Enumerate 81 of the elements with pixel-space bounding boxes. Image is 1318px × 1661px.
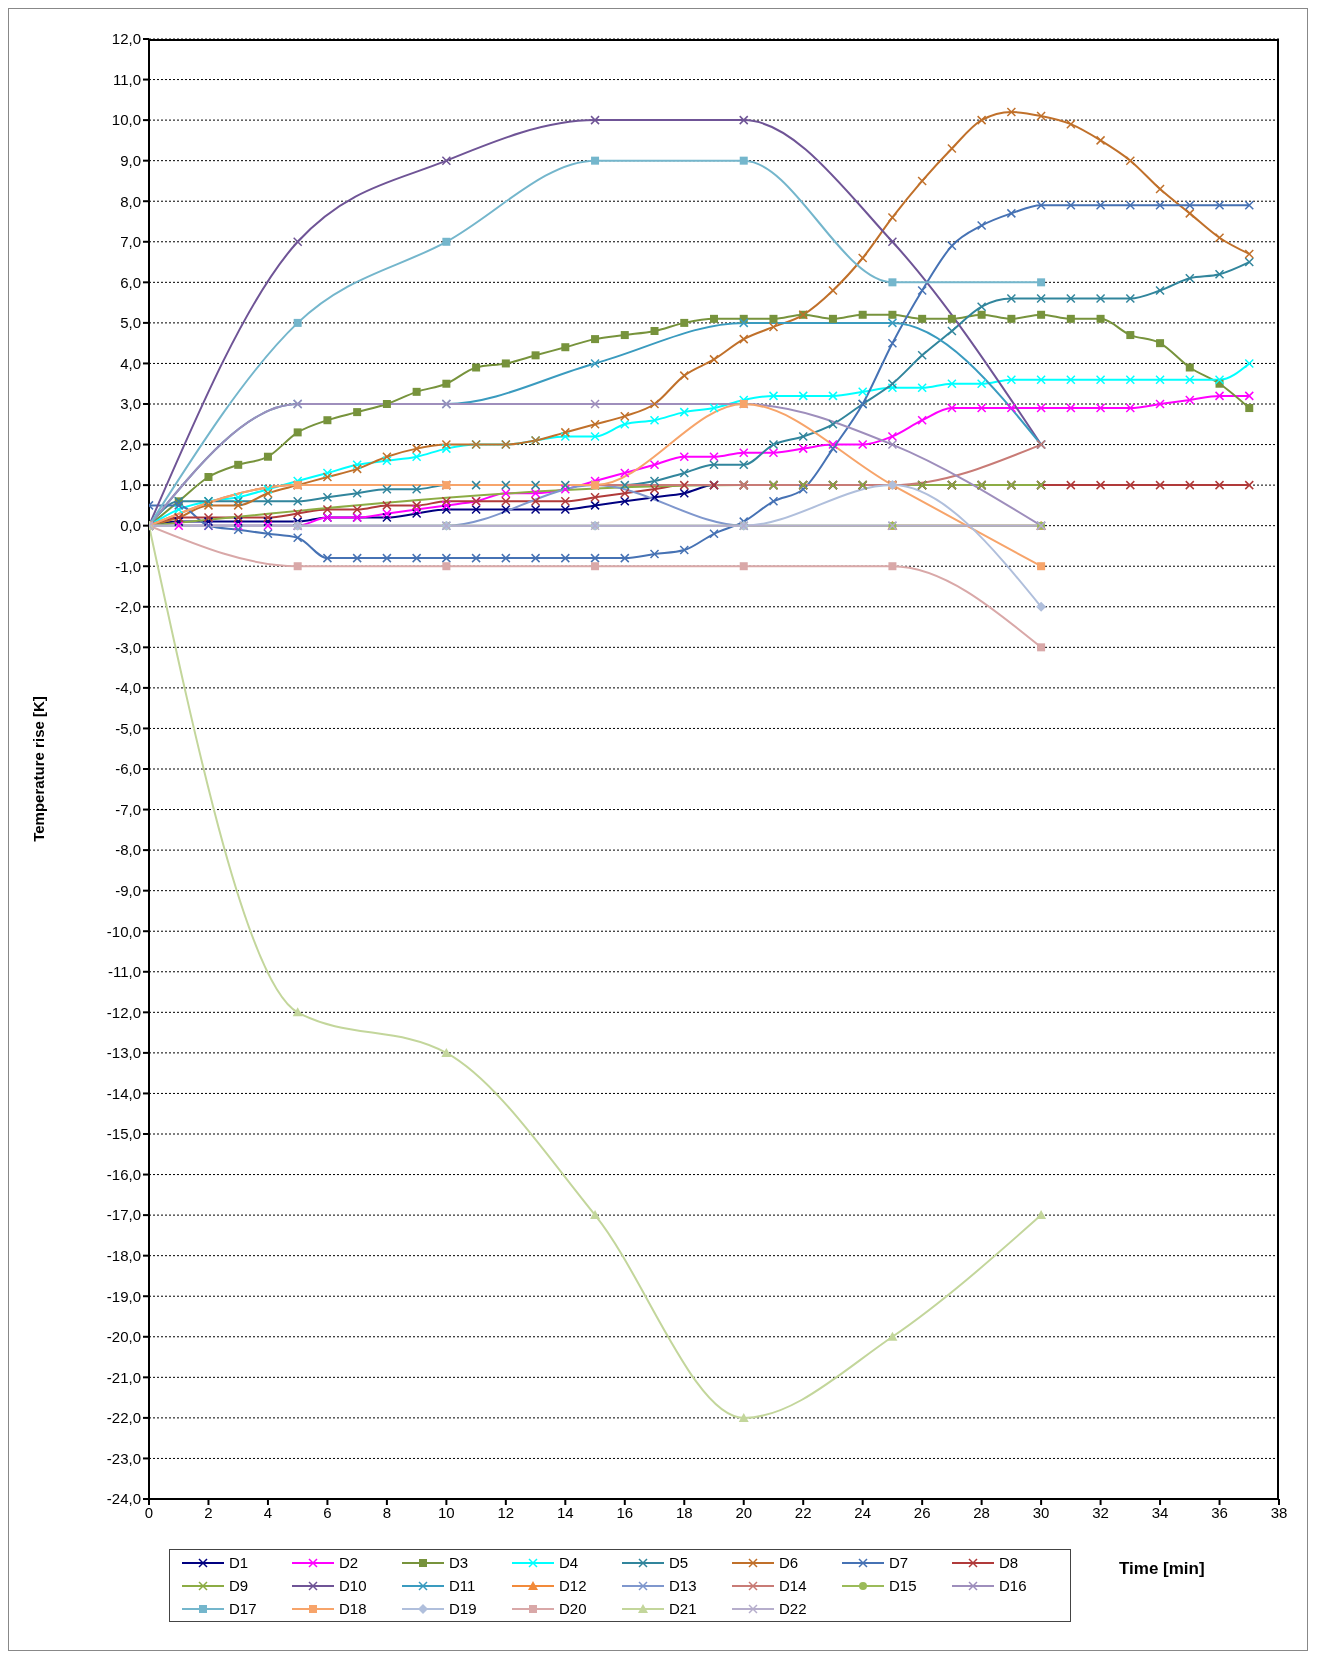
legend-label: D6 (779, 1554, 799, 1571)
y-tick-label: -11,0 (107, 963, 141, 981)
y-tick-label: 9,0 (120, 151, 141, 169)
legend-label: D4 (559, 1554, 579, 1571)
x-tick-label: 18 (675, 1503, 693, 1521)
y-tick-label: -1,0 (115, 557, 141, 575)
y-tick-label: -6,0 (115, 760, 141, 778)
x-tick-label: 34 (1151, 1503, 1169, 1521)
y-tick-label: -4,0 (115, 679, 141, 697)
legend-label: D13 (669, 1577, 697, 1594)
x-axis-title: Time [min] (1119, 1559, 1205, 1579)
x-tick-label: 26 (913, 1503, 931, 1521)
legend-label: D2 (339, 1554, 359, 1571)
x-tick-label: 28 (973, 1503, 990, 1521)
x-tick-label: 30 (1032, 1503, 1050, 1521)
legend-label: D21 (669, 1600, 697, 1617)
legend-label: D22 (779, 1600, 807, 1617)
legend-label: D20 (559, 1600, 587, 1617)
legend-label: D14 (779, 1577, 807, 1594)
y-tick-label: -17,0 (106, 1206, 141, 1224)
x-tick-label: 36 (1211, 1503, 1228, 1521)
legend-label: D5 (669, 1554, 689, 1571)
legend-label: D18 (339, 1600, 367, 1617)
y-tick-label: 11,0 (112, 70, 141, 88)
x-tick-label: 16 (616, 1503, 634, 1521)
y-tick-label: 12,0 (111, 30, 141, 48)
x-tick-label: 6 (323, 1503, 332, 1521)
y-tick-label: -13,0 (106, 1044, 141, 1062)
x-tick-label: 4 (263, 1503, 273, 1521)
x-tick-label: 0 (144, 1503, 154, 1521)
x-tick-label: 2 (204, 1503, 213, 1521)
y-tick-label: 4,0 (120, 354, 141, 372)
y-tick-label: -19,0 (106, 1287, 141, 1305)
x-tick-label: 22 (794, 1503, 812, 1521)
y-tick-label: 1,0 (120, 476, 141, 494)
legend-label: D11 (449, 1577, 476, 1594)
y-tick-label: 7,0 (120, 233, 141, 251)
y-tick-label: 6,0 (120, 273, 141, 291)
x-tick-label: 14 (556, 1503, 574, 1521)
y-tick-label: -2,0 (115, 598, 141, 616)
y-tick-label: 8,0 (120, 192, 141, 210)
legend-label: D7 (889, 1554, 909, 1571)
y-tick-label: -18,0 (106, 1246, 141, 1264)
y-tick-label: -5,0 (115, 719, 141, 737)
y-tick-label: -8,0 (115, 841, 141, 859)
legend-label: D15 (889, 1577, 917, 1594)
y-tick-label: -14,0 (106, 1084, 141, 1102)
y-tick-label: 10,0 (111, 111, 141, 129)
y-tick-label: -10,0 (106, 922, 141, 940)
x-tick-label: 24 (854, 1503, 872, 1521)
y-tick-label: -21,0 (106, 1368, 141, 1386)
y-tick-label: -9,0 (115, 881, 141, 899)
legend-label: D12 (559, 1577, 587, 1594)
y-tick-label: -22,0 (106, 1409, 141, 1427)
x-tick-label: 32 (1092, 1503, 1109, 1521)
legend-label: D3 (449, 1554, 469, 1571)
y-tick-label: 0,0 (120, 516, 141, 534)
y-tick-label: 2,0 (120, 435, 141, 453)
y-tick-label: -7,0 (115, 800, 141, 818)
y-tick-label: -20,0 (106, 1328, 141, 1346)
legend-label: D10 (339, 1577, 367, 1594)
y-tick-label: -23,0 (106, 1449, 141, 1467)
legend-label: D9 (229, 1577, 249, 1594)
x-tick-label: 8 (382, 1503, 392, 1521)
x-tick-label: 12 (497, 1503, 515, 1521)
y-tick-label: -16,0 (106, 1165, 141, 1183)
y-tick-label: -24,0 (106, 1490, 141, 1508)
x-tick-label: 10 (438, 1503, 455, 1521)
y-tick-label: 3,0 (120, 395, 141, 413)
x-tick-label: 20 (735, 1503, 753, 1521)
legend-label: D8 (999, 1554, 1019, 1571)
y-tick-label: -15,0 (106, 1125, 141, 1143)
legend-label: D16 (999, 1577, 1027, 1594)
y-tick-label: 5,0 (120, 314, 141, 332)
x-tick-label: 38 (1270, 1503, 1288, 1521)
legend-label: D19 (449, 1600, 477, 1617)
y-tick-label: -3,0 (115, 638, 141, 656)
legend-label: D17 (229, 1600, 257, 1617)
legend-label: D1 (229, 1554, 249, 1571)
y-tick-label: -12,0 (106, 1003, 141, 1021)
y-axis-title: Temperature rise [K] (30, 696, 48, 842)
